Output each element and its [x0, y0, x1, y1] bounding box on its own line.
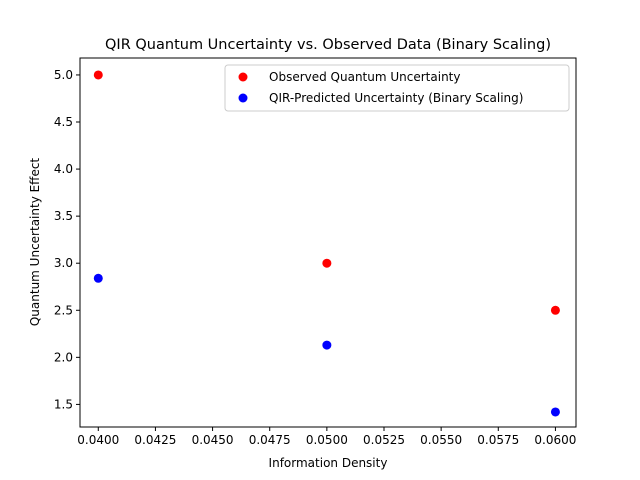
legend-label-observed: Observed Quantum Uncertainty: [269, 70, 460, 84]
observed-point: [550, 305, 560, 315]
y-tick-label: 2.0: [54, 350, 73, 364]
observed-point: [322, 258, 332, 268]
y-tick-label: 1.5: [54, 397, 73, 411]
x-tick-label: 0.0425: [134, 433, 176, 447]
x-axis: 0.0400 0.0425 0.0450 0.0475 0.0500 0.0525 0.05…: [77, 427, 576, 447]
legend-label-predicted: QIR-Predicted Uncertainty (Binary Scalin…: [269, 91, 523, 105]
x-tick-label: 0.0475: [249, 433, 291, 447]
x-axis-label: Information Density: [269, 456, 388, 470]
x-tick-label: 0.0500: [306, 433, 348, 447]
x-tick-label: 0.0400: [77, 433, 119, 447]
plot-area-frame: [79, 57, 577, 428]
predicted-point: [550, 407, 560, 417]
y-axis: 1.5 2.0 2.5 3.0 3.5 4.0 4.5 5.0: [54, 68, 80, 411]
y-tick-label: 3.0: [54, 256, 73, 270]
y-tick-label: 2.5: [54, 303, 73, 317]
observed-point: [93, 70, 103, 80]
y-tick-label: 5.0: [54, 68, 73, 82]
x-tick-label: 0.0450: [192, 433, 234, 447]
predicted-point: [93, 273, 103, 283]
predicted-point: [322, 340, 332, 350]
legend-box: [224, 64, 570, 112]
legend-marker-predicted: [238, 93, 248, 103]
chart-title: QIR Quantum Uncertainty vs. Observed Dat…: [105, 37, 551, 53]
y-tick-label: 4.5: [54, 115, 73, 129]
legend-marker-observed: [238, 72, 248, 82]
y-tick-label: 3.5: [54, 209, 73, 223]
data-series: [93, 70, 560, 417]
legend: Observed Quantum Uncertainty QIR-Predict…: [224, 64, 570, 112]
x-tick-label: 0.0550: [420, 433, 462, 447]
x-tick-label: 0.0525: [363, 433, 405, 447]
x-tick-label: 0.0575: [477, 433, 519, 447]
x-tick-label: 0.0600: [534, 433, 576, 447]
y-axis-label: Quantum Uncertainty Effect: [28, 158, 42, 327]
y-tick-label: 4.0: [54, 162, 73, 176]
